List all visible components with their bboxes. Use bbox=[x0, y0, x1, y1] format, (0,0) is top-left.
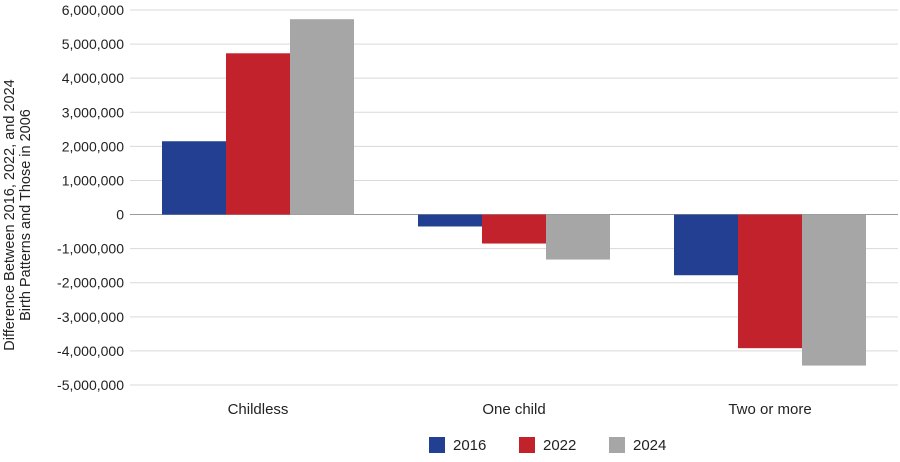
y-axis-title-line-2: Birth Patterns and Those in 2006 bbox=[18, 109, 34, 321]
x-category-label: One child bbox=[482, 401, 545, 418]
bar-2024-childless bbox=[290, 19, 354, 215]
bar-2016-two-or-more bbox=[674, 214, 738, 276]
y-tick-label: 3,000,000 bbox=[62, 104, 124, 120]
legend-swatch-2016 bbox=[429, 437, 445, 453]
legend: 2016 2022 2024 bbox=[429, 437, 666, 454]
legend-label-2016: 2016 bbox=[453, 437, 486, 454]
legend-swatch-2022 bbox=[519, 437, 535, 453]
bar-2016-childless bbox=[162, 141, 226, 215]
legend-swatch-2024 bbox=[609, 437, 625, 453]
bar-2016-one-child bbox=[418, 214, 482, 227]
y-tick-label: 0 bbox=[116, 207, 124, 223]
bar-2022-one-child bbox=[482, 214, 546, 244]
bar-2024-one-child bbox=[546, 214, 610, 260]
y-tick-label: 2,000,000 bbox=[62, 138, 124, 154]
y-tick-label: 6,000,000 bbox=[62, 2, 124, 18]
bar-2022-two-or-more bbox=[738, 214, 802, 349]
legend-label-2024: 2024 bbox=[633, 437, 666, 454]
y-tick-label: -1,000,000 bbox=[57, 241, 124, 257]
y-tick-label: 5,000,000 bbox=[62, 36, 124, 52]
y-tick-label: 4,000,000 bbox=[62, 70, 124, 86]
bars bbox=[162, 19, 866, 366]
bar-2024-two-or-more bbox=[802, 214, 866, 366]
y-tick-label: -2,000,000 bbox=[57, 275, 124, 291]
x-category-label: Childless bbox=[228, 401, 289, 418]
y-tick-label: -4,000,000 bbox=[57, 343, 124, 359]
x-axis-category-labels: Childless One child Two or more bbox=[228, 401, 812, 418]
y-tick-label: -3,000,000 bbox=[57, 309, 124, 325]
y-tick-label: -5,000,000 bbox=[57, 377, 124, 393]
y-axis-tick-labels: 6,000,000 5,000,000 4,000,000 3,000,000 2,00… bbox=[57, 2, 124, 393]
y-axis-title-line-1: Difference Between 2016, 2022, and 2024 bbox=[2, 79, 18, 350]
y-tick-label: 1,000,000 bbox=[62, 172, 124, 188]
y-axis-title: Difference Between 2016, 2022, and 2024 … bbox=[2, 79, 34, 350]
x-category-label: Two or more bbox=[728, 401, 811, 418]
bar-2022-childless bbox=[226, 53, 290, 215]
legend-label-2022: 2022 bbox=[543, 437, 576, 454]
